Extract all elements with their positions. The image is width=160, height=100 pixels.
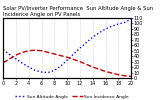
Sun Incidence Angle (21, 52, 23, 53)
Sun Altitude Angle (41, 71, 43, 73)
Sun Altitude Angle (15, 58, 17, 60)
Sun Incidence Angle (15, 55, 17, 56)
Sun Altitude Angle (130, 18, 132, 20)
Sun Incidence Angle (85, 64, 87, 65)
Sun Altitude Angle (117, 23, 119, 25)
Sun Altitude Angle (124, 22, 126, 23)
Sun Altitude Angle (53, 70, 55, 71)
Sun Incidence Angle (117, 74, 119, 75)
Sun Altitude Angle (98, 32, 100, 33)
Sun Incidence Angle (92, 66, 94, 68)
Sun Incidence Angle (53, 53, 55, 55)
Sun Incidence Angle (9, 58, 11, 60)
Sun Altitude Angle (28, 66, 30, 68)
Sun Incidence Angle (98, 69, 100, 70)
Sun Incidence Angle (73, 59, 75, 60)
Sun Altitude Angle (92, 36, 94, 38)
Sun Altitude Angle (79, 47, 81, 49)
Sun Incidence Angle (41, 50, 43, 51)
Sun Altitude Angle (111, 26, 113, 27)
Sun Incidence Angle (28, 50, 30, 51)
Sun Altitude Angle (85, 42, 87, 43)
Sun Altitude Angle (105, 28, 107, 30)
Sun Altitude Angle (47, 72, 49, 73)
Sun Altitude Angle (66, 59, 68, 61)
Sun Incidence Angle (124, 75, 126, 76)
Sun Altitude Angle (73, 53, 75, 55)
Text: Solar PV/Inverter Performance  Sun Altitude Angle & Sun Incidence Angle on PV Pa: Solar PV/Inverter Performance Sun Altitu… (3, 6, 153, 17)
Legend: Sun Altitude Angle, Sun Incidence Angle: Sun Altitude Angle, Sun Incidence Angle (15, 95, 129, 99)
Sun Altitude Angle (9, 54, 11, 55)
Sun Altitude Angle (34, 70, 36, 71)
Sun Incidence Angle (105, 71, 107, 72)
Sun Incidence Angle (111, 72, 113, 74)
Sun Altitude Angle (2, 49, 4, 50)
Sun Altitude Angle (21, 63, 23, 64)
Line: Sun Incidence Angle: Sun Incidence Angle (3, 50, 131, 76)
Line: Sun Altitude Angle: Sun Altitude Angle (3, 19, 131, 72)
Sun Altitude Angle (60, 65, 62, 67)
Sun Incidence Angle (47, 52, 49, 53)
Sun Incidence Angle (79, 61, 81, 62)
Sun Incidence Angle (2, 62, 4, 63)
Sun Incidence Angle (66, 57, 68, 58)
Sun Incidence Angle (130, 76, 132, 77)
Sun Incidence Angle (34, 50, 36, 51)
Sun Incidence Angle (60, 55, 62, 56)
